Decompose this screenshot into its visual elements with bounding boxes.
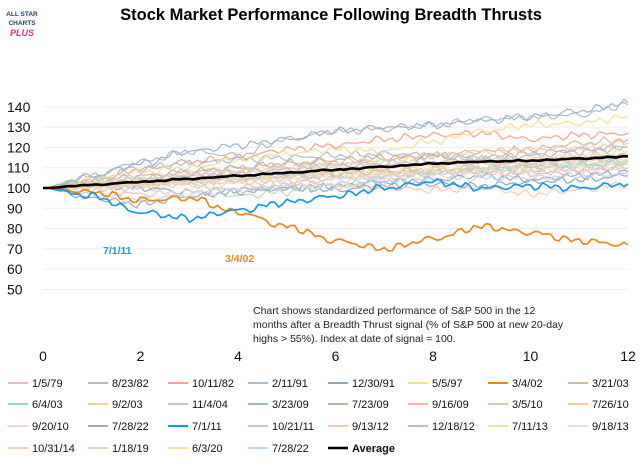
x-tick-label: 0	[39, 348, 47, 364]
x-axis-ticks: 0 2 4 6 8 10 12	[39, 348, 636, 364]
series-line-7-28-22	[42, 171, 629, 203]
series-line-8-23-82	[42, 101, 629, 189]
y-tick-label: 100	[7, 180, 31, 196]
y-tick-label: 80	[7, 221, 23, 237]
legend-label: 9/2/03	[112, 399, 143, 411]
legend-label: 7/1/11	[192, 421, 222, 433]
legend-label: 6/3/20	[192, 443, 223, 455]
series-line-10-31-14	[42, 177, 629, 198]
x-tick-label: 4	[234, 348, 242, 364]
legend-label: 9/16/09	[432, 399, 469, 411]
annotation-7-1-11: 7/1/11	[103, 245, 132, 257]
legend-label: 11/4/04	[192, 399, 228, 411]
series-lines	[42, 98, 629, 252]
legend-label: 6/4/03	[32, 399, 63, 411]
logo-line2: CHARTS	[8, 20, 36, 27]
series-line-3-23-09	[43, 98, 629, 189]
legend-label: 12/30/91	[352, 378, 395, 390]
annotation-3-4-02: 3/4/02	[225, 253, 254, 265]
legend-label: 7/26/10	[592, 399, 629, 411]
legend-label: 1/5/79	[32, 378, 63, 390]
logo-line1: ALL STAR	[6, 11, 38, 18]
y-tick-label: 130	[7, 119, 31, 135]
legend-label: 3/23/09	[272, 399, 309, 411]
logo-line3: PLUS	[10, 28, 34, 38]
y-tick-label: 110	[7, 160, 30, 176]
y-axis-ticks: 50 60 70 80 90 100 110 120 130 140	[7, 99, 31, 298]
legend-label: 12/18/12	[432, 421, 475, 433]
y-tick-label: 60	[7, 261, 23, 277]
y-tick-label: 90	[7, 200, 23, 216]
legend-label: 3/21/03	[592, 378, 629, 390]
x-tick-label: 12	[620, 348, 636, 364]
x-tick-label: 2	[137, 348, 145, 364]
series-line-2-11-91	[42, 143, 629, 189]
legend-label: 8/23/82	[112, 378, 149, 390]
legend-label: 9/13/12	[352, 421, 389, 433]
x-tick-label: 8	[429, 348, 437, 364]
legend: 1/5/79 8/23/82 10/11/82 2/11/91 12/30/91 5/5/…	[8, 378, 629, 455]
note-line3: highs > 55%). Index at date of signal = …	[253, 333, 456, 345]
y-tick-label: 70	[7, 241, 23, 257]
series-line-5-5-97	[42, 114, 629, 189]
note-line1: Chart shows standardized performance of …	[253, 305, 535, 317]
legend-label: 3/4/02	[512, 378, 543, 390]
y-tick-label: 50	[7, 282, 23, 298]
legend-label: 10/31/14	[32, 443, 75, 455]
gridlines	[43, 106, 628, 290]
series-line-10-11-82	[42, 129, 629, 189]
y-tick-label: 120	[7, 139, 31, 155]
legend-label: 9/18/13	[592, 421, 629, 433]
legend-label: 9/20/10	[32, 421, 69, 433]
note-line2: months after a Breadth Thrust signal (% …	[253, 319, 564, 331]
series-line-Average	[43, 154, 629, 190]
x-tick-label: 10	[523, 348, 539, 364]
legend-label: 10/21/11	[272, 421, 314, 433]
series-line-3-4-02	[42, 187, 629, 252]
legend-label: 10/11/82	[192, 378, 234, 390]
legend-label: 2/11/91	[272, 378, 308, 390]
legend-label: 1/18/19	[112, 443, 149, 455]
legend-label: 5/5/97	[432, 378, 463, 390]
legend-label: 7/23/09	[352, 399, 389, 411]
all-star-charts-logo: ALL STAR CHARTS PLUS	[6, 11, 38, 38]
legend-label: 7/28/22	[272, 443, 309, 455]
legend-label: Average	[352, 443, 395, 455]
legend-label: 3/5/10	[512, 399, 543, 411]
x-tick-label: 6	[332, 348, 340, 364]
legend-label: 7/28/22	[112, 421, 149, 433]
legend-label: 7/11/13	[512, 421, 548, 433]
series-line-9-18-13	[43, 164, 629, 192]
chart-title: Stock Market Performance Following Bread…	[120, 6, 542, 24]
y-tick-label: 140	[7, 99, 31, 115]
series-line-7-1-11	[42, 177, 629, 224]
